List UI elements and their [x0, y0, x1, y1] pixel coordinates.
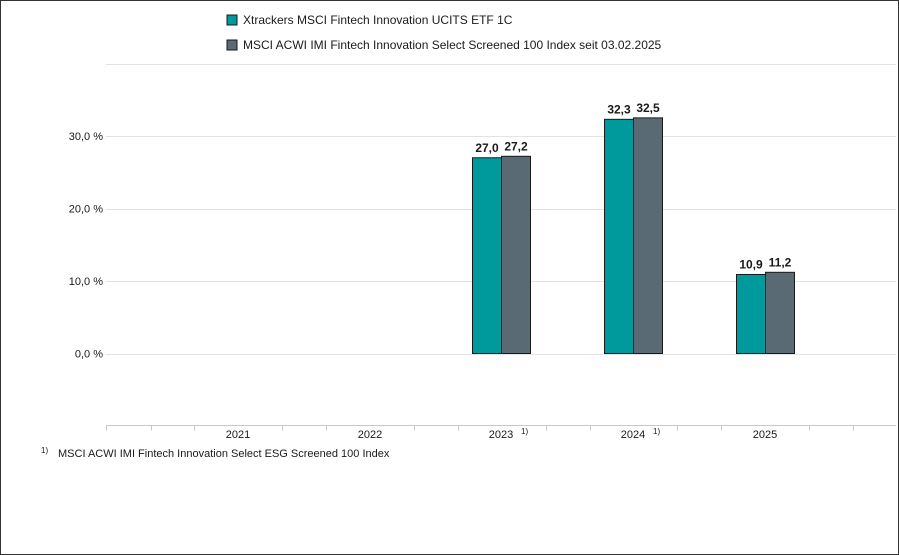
x-tick-label: 2021 — [226, 429, 250, 441]
legend-swatch-index — [226, 39, 238, 51]
bar-value-label: 10,9 — [739, 257, 763, 271]
bar-value-labels: 27,0 32,3 10,9 27,2 32,5 11,2 — [475, 101, 791, 272]
bar-index-2025 — [765, 271, 795, 354]
legend-swatch-etf — [226, 14, 238, 26]
footnote-marker: 1) — [41, 446, 48, 455]
bar-index-2023 — [501, 155, 531, 354]
bar-etf-2023 — [472, 157, 502, 354]
y-tick-label: 20,0 % — [69, 204, 103, 216]
x-tick-label: 2025 — [753, 429, 777, 441]
x-tick-label: 2022 — [358, 429, 382, 441]
bar-value-label: 11,2 — [769, 255, 792, 269]
y-tick-label: 10,0 % — [69, 276, 103, 288]
x-tick-label: 2024 — [621, 429, 645, 441]
bar-value-label: 27,2 — [504, 139, 528, 153]
legend-label-etf: Xtrackers MSCI Fintech Innovation UCITS … — [243, 13, 513, 27]
y-axis-tick-labels: 0,0 % 10,0 % 20,0 % 30,0 % — [69, 131, 103, 361]
bar-value-label: 32,3 — [607, 102, 631, 116]
x-tick-footnote-marker: 1) — [521, 427, 528, 436]
footnote-text: MSCI ACWI IMI Fintech Innovation Select … — [58, 448, 390, 460]
bar-index-2024 — [633, 117, 663, 354]
x-tick-footnote-marker: 1) — [653, 427, 660, 436]
y-tick-label: 30,0 % — [69, 131, 103, 143]
y-tick-label: 0,0 % — [75, 349, 103, 361]
bar-etf-2024 — [604, 118, 634, 354]
legend-label-index: MSCI ACWI IMI Fintech Innovation Select … — [243, 38, 662, 52]
bar-value-label: 32,5 — [636, 101, 660, 115]
x-tick-label: 2023 — [489, 429, 513, 441]
bars — [472, 117, 795, 355]
legend: Xtrackers MSCI Fintech Innovation UCITS … — [226, 13, 662, 52]
footnote: 1) MSCI ACWI IMI Fintech Innovation Sele… — [41, 446, 390, 460]
bar-value-label: 27,0 — [475, 141, 499, 155]
x-axis: 2021 2022 2023 1) 2024 1) 2025 — [106, 425, 896, 441]
bar-etf-2025 — [736, 273, 766, 355]
